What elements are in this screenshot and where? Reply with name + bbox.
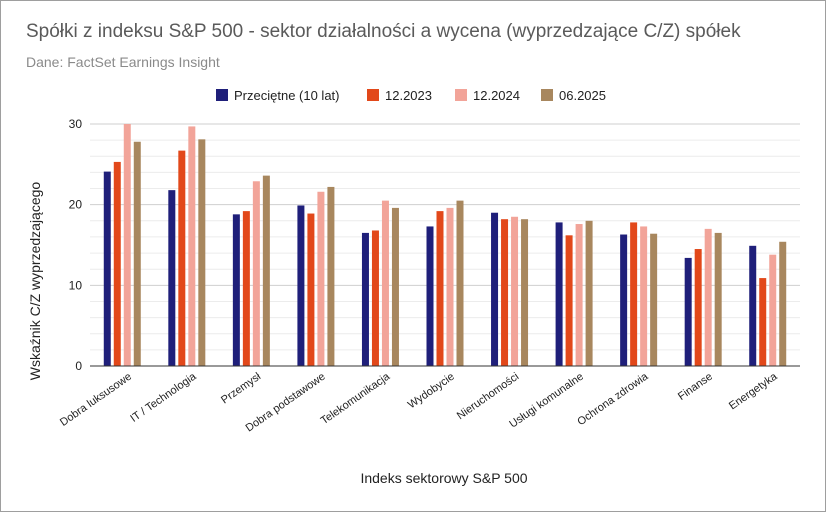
bar — [555, 222, 563, 366]
legend-swatch — [367, 89, 379, 101]
bar — [371, 230, 379, 366]
legend-label: Przeciętne (10 lat) — [234, 88, 340, 103]
legend-item: Przeciętne (10 lat) — [216, 88, 340, 103]
bar — [456, 200, 464, 366]
y-axis-label: Wskaźnik C/Z wyprzedzającego — [27, 182, 43, 381]
bar — [446, 207, 454, 366]
bar — [317, 191, 325, 366]
bar — [565, 235, 573, 366]
bar — [491, 212, 499, 366]
x-tick-label: IT / Technologia — [128, 370, 199, 425]
legend-label: 06.2025 — [559, 88, 606, 103]
bar — [694, 249, 702, 366]
y-tick-label: 20 — [69, 198, 83, 212]
x-tick-label: Wydobycie — [406, 371, 457, 412]
bar — [327, 186, 335, 366]
x-tick-label: Dobra luksusowe — [58, 371, 134, 429]
bar — [620, 234, 628, 366]
x-tick-label: Ochrona zdrowia — [575, 370, 651, 428]
x-tick-label: Finanse — [676, 371, 715, 403]
legend-swatch — [216, 89, 228, 101]
bar — [113, 161, 121, 366]
legend-item: 06.2025 — [541, 88, 606, 103]
bar — [585, 220, 593, 366]
bar — [242, 211, 250, 366]
bar — [769, 254, 777, 366]
bar — [511, 216, 519, 366]
bar — [640, 226, 648, 366]
bar — [779, 241, 787, 366]
bar — [426, 226, 434, 366]
x-tick-label: Energetyka — [727, 370, 780, 412]
bar — [133, 141, 141, 366]
bar — [575, 224, 583, 366]
bar — [307, 213, 315, 366]
bar — [684, 257, 692, 366]
bar — [759, 278, 767, 366]
bar — [704, 228, 712, 366]
x-tick-label: Przemysł — [219, 370, 263, 406]
bar — [123, 124, 131, 366]
legend-swatch — [541, 89, 553, 101]
y-tick-label: 30 — [69, 117, 83, 131]
bar — [232, 214, 240, 366]
legend-item: 12.2024 — [455, 88, 520, 103]
legend-swatch — [455, 89, 467, 101]
y-tick-label: 0 — [75, 359, 82, 373]
gridlines — [90, 123, 800, 351]
bar — [188, 126, 196, 366]
x-tick-label: Nieruchomości — [455, 371, 521, 423]
bar — [178, 150, 186, 366]
y-tick-label: 10 — [69, 278, 83, 292]
bar — [252, 181, 260, 366]
bars — [103, 124, 787, 366]
bar — [521, 219, 529, 366]
bar — [297, 205, 305, 366]
legend-item: 12.2023 — [367, 88, 432, 103]
bar — [630, 222, 638, 366]
bar — [501, 219, 509, 366]
bar — [436, 211, 444, 366]
bar — [381, 200, 389, 366]
chart-subtitle: Dane: FactSet Earnings Insight — [26, 54, 220, 70]
legend-label: 12.2024 — [473, 88, 520, 103]
bar — [168, 190, 176, 366]
bar — [262, 175, 270, 366]
bar — [361, 232, 369, 366]
bar — [198, 139, 206, 366]
chart-title: Spółki z indeksu S&P 500 - sektor działa… — [26, 21, 741, 42]
legend: Przeciętne (10 lat) 12.2023 12.2024 06.2025 — [216, 88, 606, 103]
x-axis-label: Indeks sektorowy S&P 500 — [360, 470, 527, 486]
bar — [103, 171, 111, 366]
bar — [650, 233, 658, 366]
bar — [749, 245, 757, 366]
bar — [391, 207, 399, 366]
legend-label: 12.2023 — [385, 88, 432, 103]
y-axis-ticks: 0 10 20 30 — [69, 117, 83, 373]
bar — [714, 232, 722, 366]
x-tick-label: Telekomunikacja — [319, 370, 393, 427]
